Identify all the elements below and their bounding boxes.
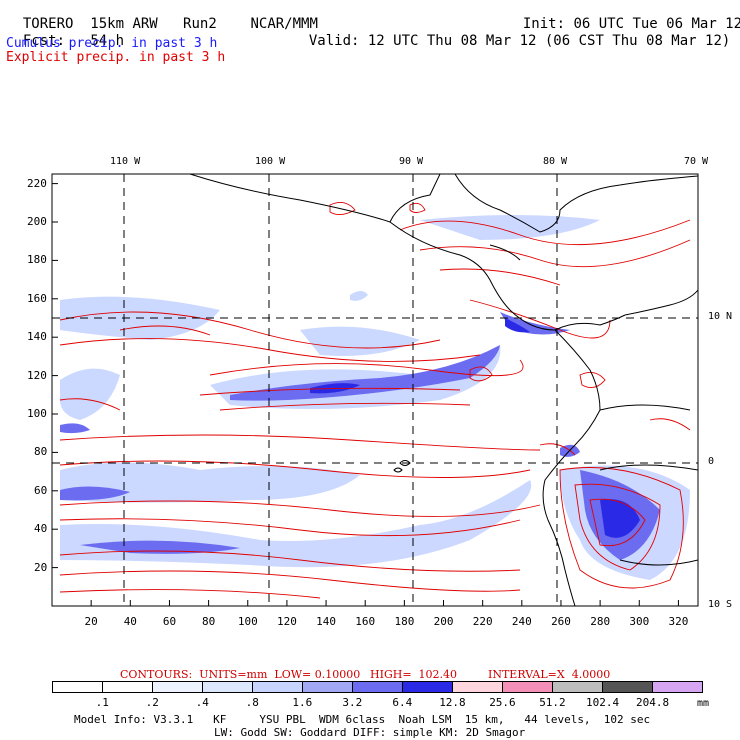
x-tick-label: 240: [511, 615, 532, 628]
colorbar-swatch: [352, 681, 403, 693]
x-tick-label: 60: [162, 615, 177, 628]
model-run: Run2: [183, 16, 217, 32]
lon-label: 100 W: [255, 156, 286, 167]
x-tick-label: 220: [472, 615, 493, 628]
y-tick-label: 120: [27, 368, 47, 382]
colorbar-swatch: [452, 681, 503, 693]
colorbar-label: .1: [95, 696, 109, 709]
lat-label: 10 S: [708, 599, 733, 610]
colorbar-swatch: [502, 681, 553, 693]
colorbar-label: 1.6: [292, 696, 313, 709]
x-tick-label: 120: [277, 615, 297, 628]
map-field: [52, 174, 698, 606]
init-value: 06 UTC Tue 06 Mar 12: [573, 16, 740, 32]
colorbar-label: 204.8: [636, 696, 670, 709]
y-tick-label: 80: [34, 445, 48, 459]
colorbar-label: .8: [245, 696, 259, 709]
y-tick-label: 140: [27, 330, 47, 344]
fcst-value: 54 h: [90, 33, 125, 49]
init-label: Init:: [522, 16, 566, 32]
y-tick-label: 160: [27, 291, 47, 305]
very-heavy-precip-shading: [310, 318, 640, 538]
colorbar-label: 25.6: [489, 696, 516, 709]
fcst-label: Fcst:: [22, 33, 66, 49]
y-tick-label: 200: [27, 215, 47, 228]
lon-label: 80 W: [543, 156, 568, 167]
model-name: TORERO: [22, 16, 74, 32]
x-tick-label: 300: [629, 615, 650, 628]
colorbar-swatch: [102, 681, 153, 693]
colorbar-label: 102.4: [586, 696, 620, 709]
x-tick-label: 180: [394, 615, 415, 628]
colorbar-swatch: [252, 681, 303, 693]
x-tick-label: 80: [202, 615, 216, 628]
colorbar-swatch: [202, 681, 253, 693]
colorbar-swatch: [402, 681, 453, 693]
cumulus-field-label: Cumulus precip. in past 3 h: [6, 36, 218, 51]
valid-label: Valid:: [308, 33, 360, 49]
lat-lon-grid: [52, 174, 698, 606]
colorbar-swatch: [602, 681, 653, 693]
contour-interval: INTERVAL=X 4.0000: [488, 668, 611, 681]
axis-ticks: [52, 183, 679, 606]
x-tick-label: 280: [590, 615, 611, 628]
y-tick-label: 20: [34, 560, 48, 574]
y-tick-label: 40: [34, 522, 48, 536]
colorbar-swatch: [302, 681, 353, 693]
colorbar-label: .4: [195, 696, 209, 709]
colorbar-label: 6.4: [392, 696, 413, 709]
lat-label: 0: [708, 456, 715, 467]
colorbar-label: 51.2: [539, 696, 566, 709]
y-tick-label: 180: [27, 253, 47, 267]
explicit-precip-contours: [59, 201, 691, 599]
x-tick-label: 160: [355, 615, 376, 628]
colorbar-swatch: [52, 681, 103, 693]
model-title: TORERO 15km ARW Run2 NCAR/MMM: [6, 3, 318, 31]
explicit-field-label: Explicit precip. in past 3 h: [6, 50, 226, 65]
y-tick-label: 100: [27, 407, 47, 420]
y-tick-label: 220: [27, 176, 47, 190]
lon-label: 110 W: [110, 156, 141, 167]
colorbar-swatch: [652, 681, 703, 693]
x-tick-label: 260: [551, 615, 571, 628]
model-center: NCAR/MMM: [250, 16, 318, 32]
x-tick-label: 200: [433, 615, 454, 628]
forecast-hour: Fcst: 54 h: [6, 20, 124, 48]
colorbar-label: 12.8: [439, 696, 466, 709]
x-tick-label: 20: [84, 615, 98, 628]
model-resolution: 15km ARW: [90, 16, 158, 32]
colorbar-swatch: [152, 681, 203, 693]
model-info: Model Info: V3.3.1 KF YSU PBL WDM 6class…: [74, 713, 651, 726]
contour-high: HIGH= 102.40: [370, 668, 458, 681]
valid-value: 12 UTC Thu 08 Mar 12 (06 CST Thu 08 Mar …: [367, 33, 731, 49]
x-tick-label: 320: [668, 615, 689, 628]
lon-label: 90 W: [399, 156, 424, 167]
coastline: [189, 174, 698, 606]
y-tick-label: 60: [34, 483, 48, 497]
colorbar-unit: mm: [697, 698, 710, 709]
model-physics: LW: Godd SW: Goddard DIFF: simple KM: 2D…: [214, 726, 526, 739]
valid-time: Valid: 12 UTC Thu 08 Mar 12 (06 CST Thu …: [292, 20, 730, 48]
colorbar-label: .2: [145, 696, 159, 709]
contour-units: CONTOURS: UNITS=mm LOW= 0.10000: [120, 668, 361, 681]
map-frame: [51, 173, 699, 607]
lon-label: 70 W: [684, 156, 709, 167]
x-tick-label: 140: [316, 615, 337, 628]
lat-label: 10 N: [708, 311, 733, 322]
colorbar-label: 3.2: [342, 696, 363, 709]
x-tick-label: 100: [237, 615, 258, 628]
x-tick-label: 40: [123, 615, 137, 628]
init-time: Init: 06 UTC Tue 06 Mar 12: [506, 3, 740, 31]
colorbar-swatch: [552, 681, 603, 693]
